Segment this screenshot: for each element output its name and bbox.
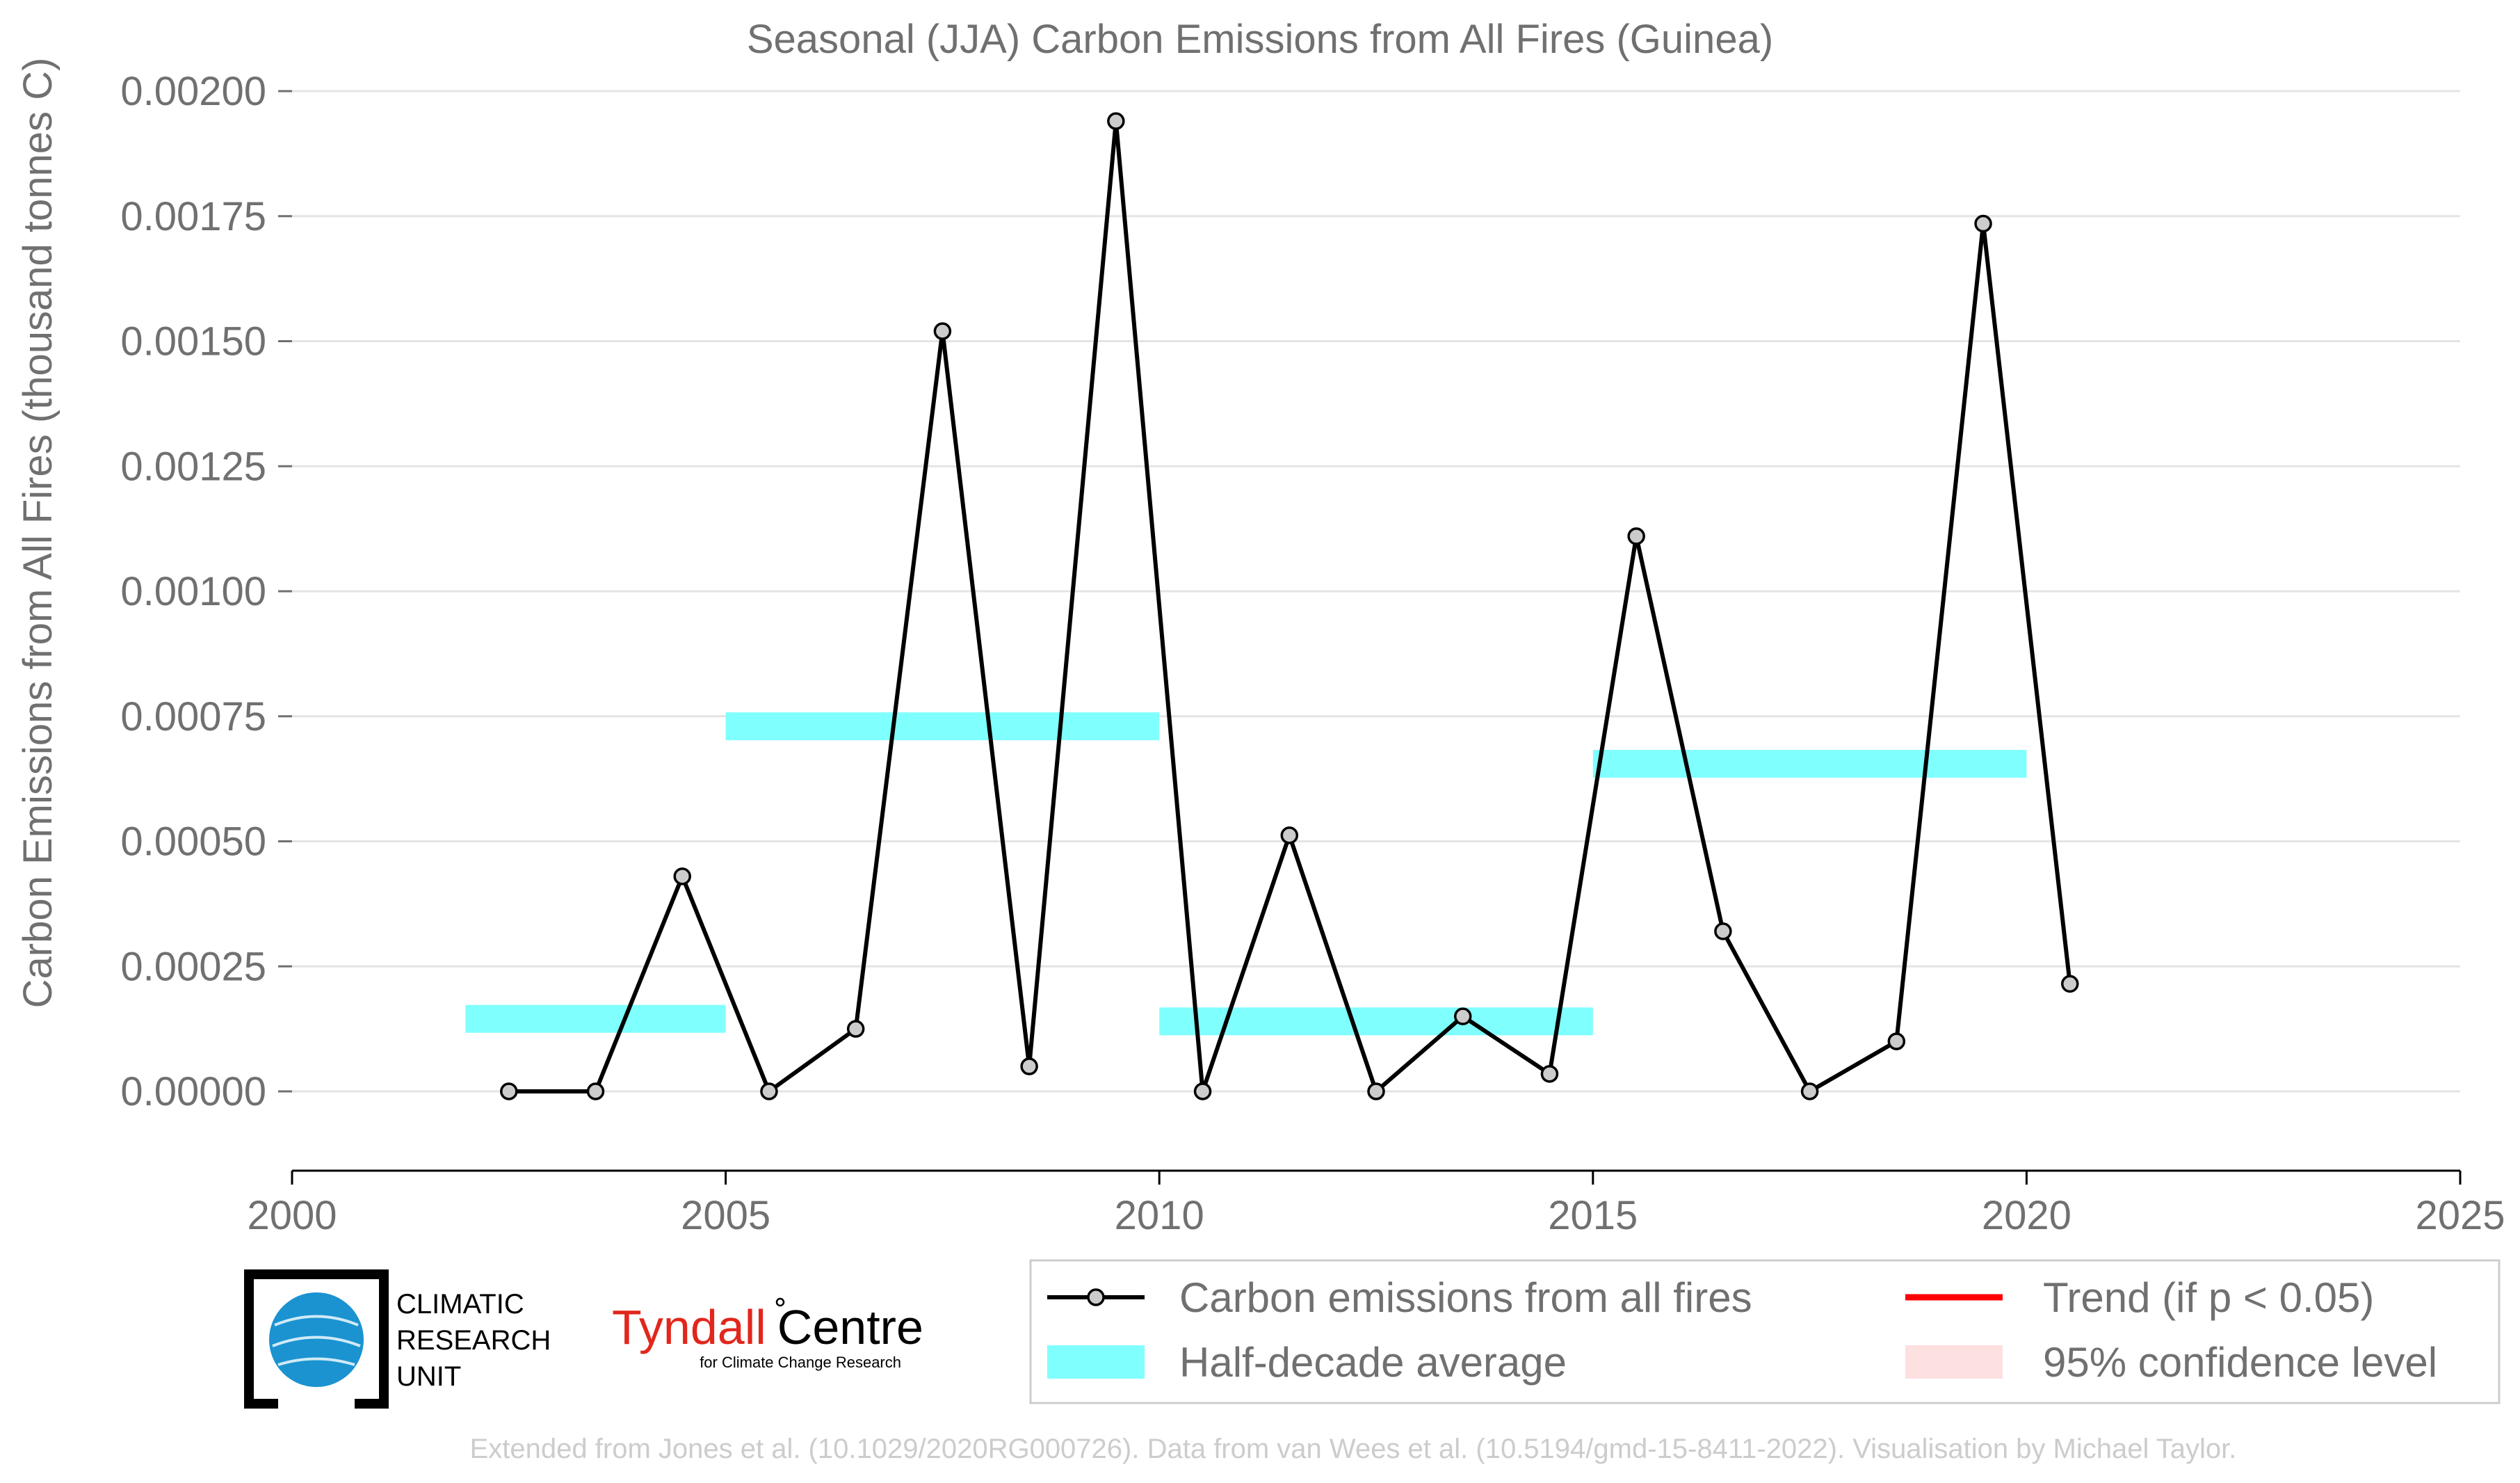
data-point — [1367, 1082, 1385, 1100]
data-point — [1193, 1082, 1212, 1100]
x-tick-label: 2020 — [1982, 1193, 2071, 1238]
series-line — [508, 119, 2072, 1093]
data-point — [1107, 112, 1125, 130]
y-tick-label: 0.00025 — [120, 944, 266, 989]
data-point — [1714, 922, 1732, 940]
x-tick-label: 2000 — [247, 1193, 337, 1238]
degree-icon — [775, 1297, 785, 1307]
x-axis: 2000 2005 2010 2015 2020 2025 — [247, 1169, 2505, 1238]
legend-label: 95% confidence level — [2043, 1339, 2437, 1386]
data-points — [500, 112, 2079, 1100]
half-decade-bar — [465, 1004, 726, 1033]
legend-swatch-band — [1047, 1345, 1145, 1379]
tyndall-logo-subtitle: for Climate Change Research — [700, 1354, 901, 1371]
y-tick-labels: 0.00000 0.00025 0.00050 0.00075 0.00100 0.001… — [120, 69, 266, 1114]
data-point — [1887, 1032, 1906, 1050]
data-point — [846, 1020, 865, 1038]
half-decade-bar — [1592, 750, 2027, 778]
tyndall-logo-centre: Centre — [777, 1300, 923, 1354]
y-tick-label: 0.00175 — [120, 194, 266, 239]
data-point — [1020, 1057, 1038, 1075]
data-point — [500, 1082, 518, 1100]
series-lines — [508, 119, 2072, 1093]
half-decade-bar — [725, 712, 1160, 741]
x-tick-label: 2010 — [1115, 1193, 1204, 1238]
legend-swatch-marker — [1087, 1288, 1105, 1306]
data-point — [1974, 214, 1992, 233]
data-point — [1453, 1007, 1472, 1025]
x-tick-label: 2025 — [2415, 1193, 2505, 1238]
tyndall-logo-name: Tyndall — [612, 1300, 766, 1354]
y-tick-label: 0.00200 — [120, 69, 266, 114]
legend-label: Half-decade average — [1179, 1339, 1567, 1386]
y-tick-label: 0.00150 — [120, 319, 266, 364]
cru-logo-line-1: CLIMATIC — [396, 1289, 524, 1320]
y-axis-label: Carbon Emissions from All Fires (thousan… — [15, 58, 60, 1009]
tyndall-logo: Tyndall Centre for Climate Change Researc… — [612, 1297, 923, 1371]
y-tick-label: 0.00125 — [120, 444, 266, 489]
data-point — [586, 1082, 605, 1100]
x-tick-label: 2005 — [681, 1193, 770, 1238]
data-point — [933, 322, 952, 340]
data-point — [1800, 1082, 1819, 1100]
y-tick-label: 0.00000 — [120, 1069, 266, 1114]
half-decade-bands — [465, 712, 2027, 1036]
legend-swatch-band — [1905, 1345, 2003, 1379]
globe-icon — [269, 1292, 364, 1387]
data-point — [1540, 1065, 1559, 1083]
legend-frame — [1029, 1259, 2501, 1404]
cru-logo-line-3: UNIT — [396, 1361, 461, 1392]
cru-logo-line-2: RESEARCH — [396, 1325, 551, 1356]
data-point — [2061, 975, 2079, 993]
data-point — [760, 1082, 778, 1100]
data-point — [1627, 527, 1645, 545]
y-tick-label: 0.00050 — [120, 819, 266, 865]
y-tick-label: 0.00100 — [120, 569, 266, 614]
legend: Carbon emissions from all fires Trend (if… — [1029, 1259, 2501, 1404]
legend-label: Carbon emissions from all fires — [1179, 1274, 1752, 1321]
grid — [278, 90, 2460, 1093]
data-point — [1280, 826, 1299, 844]
x-tick-label: 2015 — [1548, 1193, 1638, 1238]
y-tick-label: 0.00075 — [120, 694, 266, 739]
legend-label: Trend (if p < 0.05) — [2043, 1274, 2374, 1321]
chart-title: Seasonal (JJA) Carbon Emissions from All… — [747, 17, 1773, 62]
cru-logo: CLIMATIC RESEARCH UNIT — [244, 1269, 551, 1409]
data-point — [673, 867, 691, 885]
footer-credit: Extended from Jones et al. (10.1029/2020… — [470, 1434, 2237, 1464]
